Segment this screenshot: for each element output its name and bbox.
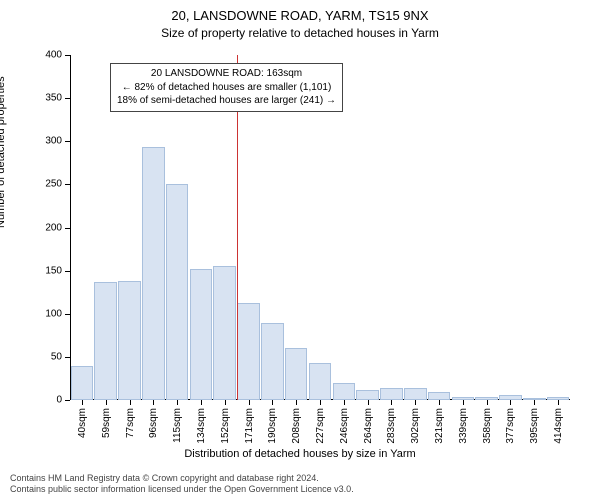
- histogram-bar: [213, 266, 236, 400]
- footer-line-1: Contains HM Land Registry data © Crown c…: [10, 473, 354, 485]
- histogram-bar: [166, 184, 189, 400]
- footer-line-2: Contains public sector information licen…: [10, 484, 354, 496]
- x-tick-mark: [272, 400, 273, 405]
- x-tick-mark: [558, 400, 559, 405]
- x-tick-mark: [534, 400, 535, 405]
- x-tick-label: 246sqm: [339, 408, 350, 444]
- y-tick-label: 0: [56, 395, 62, 406]
- x-tick-label: 115sqm: [172, 408, 183, 443]
- x-tick-mark: [510, 400, 511, 405]
- x-tick-mark: [415, 400, 416, 405]
- histogram-bar: [428, 392, 451, 400]
- y-tick-mark: [65, 314, 70, 315]
- y-tick-label: 150: [45, 265, 62, 276]
- x-tick-mark: [368, 400, 369, 405]
- histogram-bar: [356, 390, 379, 400]
- y-tick-mark: [65, 184, 70, 185]
- x-tick-label: 96sqm: [148, 408, 159, 438]
- x-tick-label: 377sqm: [505, 408, 516, 444]
- x-tick-label: 395sqm: [529, 408, 540, 444]
- x-tick-mark: [177, 400, 178, 405]
- plot-area: 20 LANSDOWNE ROAD: 163sqm← 82% of detach…: [70, 55, 570, 400]
- y-tick-mark: [65, 228, 70, 229]
- annotation-line: ← 82% of detached houses are smaller (1,…: [117, 81, 336, 95]
- x-tick-label: 134sqm: [196, 408, 207, 444]
- x-tick-mark: [106, 400, 107, 405]
- annotation-line: 18% of semi-detached houses are larger (…: [117, 94, 336, 108]
- y-tick-mark: [65, 271, 70, 272]
- x-tick-label: 152sqm: [220, 408, 231, 444]
- x-tick-mark: [344, 400, 345, 405]
- annotation-line: 20 LANSDOWNE ROAD: 163sqm: [117, 67, 336, 81]
- x-tick-mark: [463, 400, 464, 405]
- x-tick-label: 283sqm: [386, 408, 397, 444]
- x-tick-label: 321sqm: [434, 408, 445, 444]
- x-tick-mark: [391, 400, 392, 405]
- x-tick-label: 171sqm: [244, 408, 255, 444]
- x-tick-mark: [320, 400, 321, 405]
- histogram-bar: [94, 282, 117, 400]
- x-tick-label: 414sqm: [553, 408, 564, 444]
- y-tick-mark: [65, 98, 70, 99]
- annotation-box: 20 LANSDOWNE ROAD: 163sqm← 82% of detach…: [110, 63, 343, 112]
- histogram-bar: [261, 323, 284, 400]
- x-tick-mark: [296, 400, 297, 405]
- x-tick-label: 59sqm: [101, 408, 112, 438]
- x-tick-label: 302sqm: [410, 408, 421, 444]
- y-tick-label: 200: [45, 222, 62, 233]
- x-tick-label: 40sqm: [77, 408, 88, 438]
- y-tick-mark: [65, 55, 70, 56]
- x-tick-mark: [225, 400, 226, 405]
- y-tick-label: 400: [45, 50, 62, 61]
- histogram-bar: [333, 383, 356, 400]
- x-tick-label: 264sqm: [363, 408, 374, 444]
- x-axis-label: Distribution of detached houses by size …: [0, 448, 600, 460]
- x-tick-mark: [439, 400, 440, 405]
- x-tick-mark: [487, 400, 488, 405]
- x-tick-label: 208sqm: [291, 408, 302, 444]
- y-tick-label: 100: [45, 308, 62, 319]
- y-tick-mark: [65, 141, 70, 142]
- histogram-bar: [404, 388, 427, 400]
- y-tick-label: 350: [45, 93, 62, 104]
- histogram-bar: [380, 388, 403, 400]
- chart-container: 20, LANSDOWNE ROAD, YARM, TS15 9NX Size …: [0, 0, 600, 500]
- footer-credits: Contains HM Land Registry data © Crown c…: [10, 473, 354, 496]
- y-axis-line: [70, 55, 71, 400]
- y-tick-mark: [65, 357, 70, 358]
- x-tick-label: 358sqm: [482, 408, 493, 444]
- x-tick-mark: [130, 400, 131, 405]
- x-tick-mark: [201, 400, 202, 405]
- x-tick-mark: [249, 400, 250, 405]
- x-tick-label: 77sqm: [125, 408, 136, 438]
- x-tick-mark: [153, 400, 154, 405]
- x-tick-label: 190sqm: [267, 408, 278, 444]
- y-axis-label: Number of detached properties: [0, 76, 7, 228]
- histogram-bar: [190, 269, 213, 400]
- y-tick-label: 50: [51, 351, 62, 362]
- chart-title: 20, LANSDOWNE ROAD, YARM, TS15 9NX: [0, 8, 600, 23]
- histogram-bar: [71, 366, 94, 401]
- x-tick-label: 227sqm: [315, 408, 326, 444]
- y-tick-label: 300: [45, 136, 62, 147]
- chart-subtitle: Size of property relative to detached ho…: [0, 26, 600, 40]
- histogram-bar: [285, 348, 308, 400]
- y-tick-mark: [65, 400, 70, 401]
- y-tick-label: 250: [45, 179, 62, 190]
- histogram-bar: [237, 303, 260, 400]
- x-tick-mark: [82, 400, 83, 405]
- histogram-bar: [118, 281, 141, 400]
- histogram-bar: [142, 147, 165, 400]
- histogram-bar: [309, 363, 332, 400]
- x-tick-label: 339sqm: [458, 408, 469, 444]
